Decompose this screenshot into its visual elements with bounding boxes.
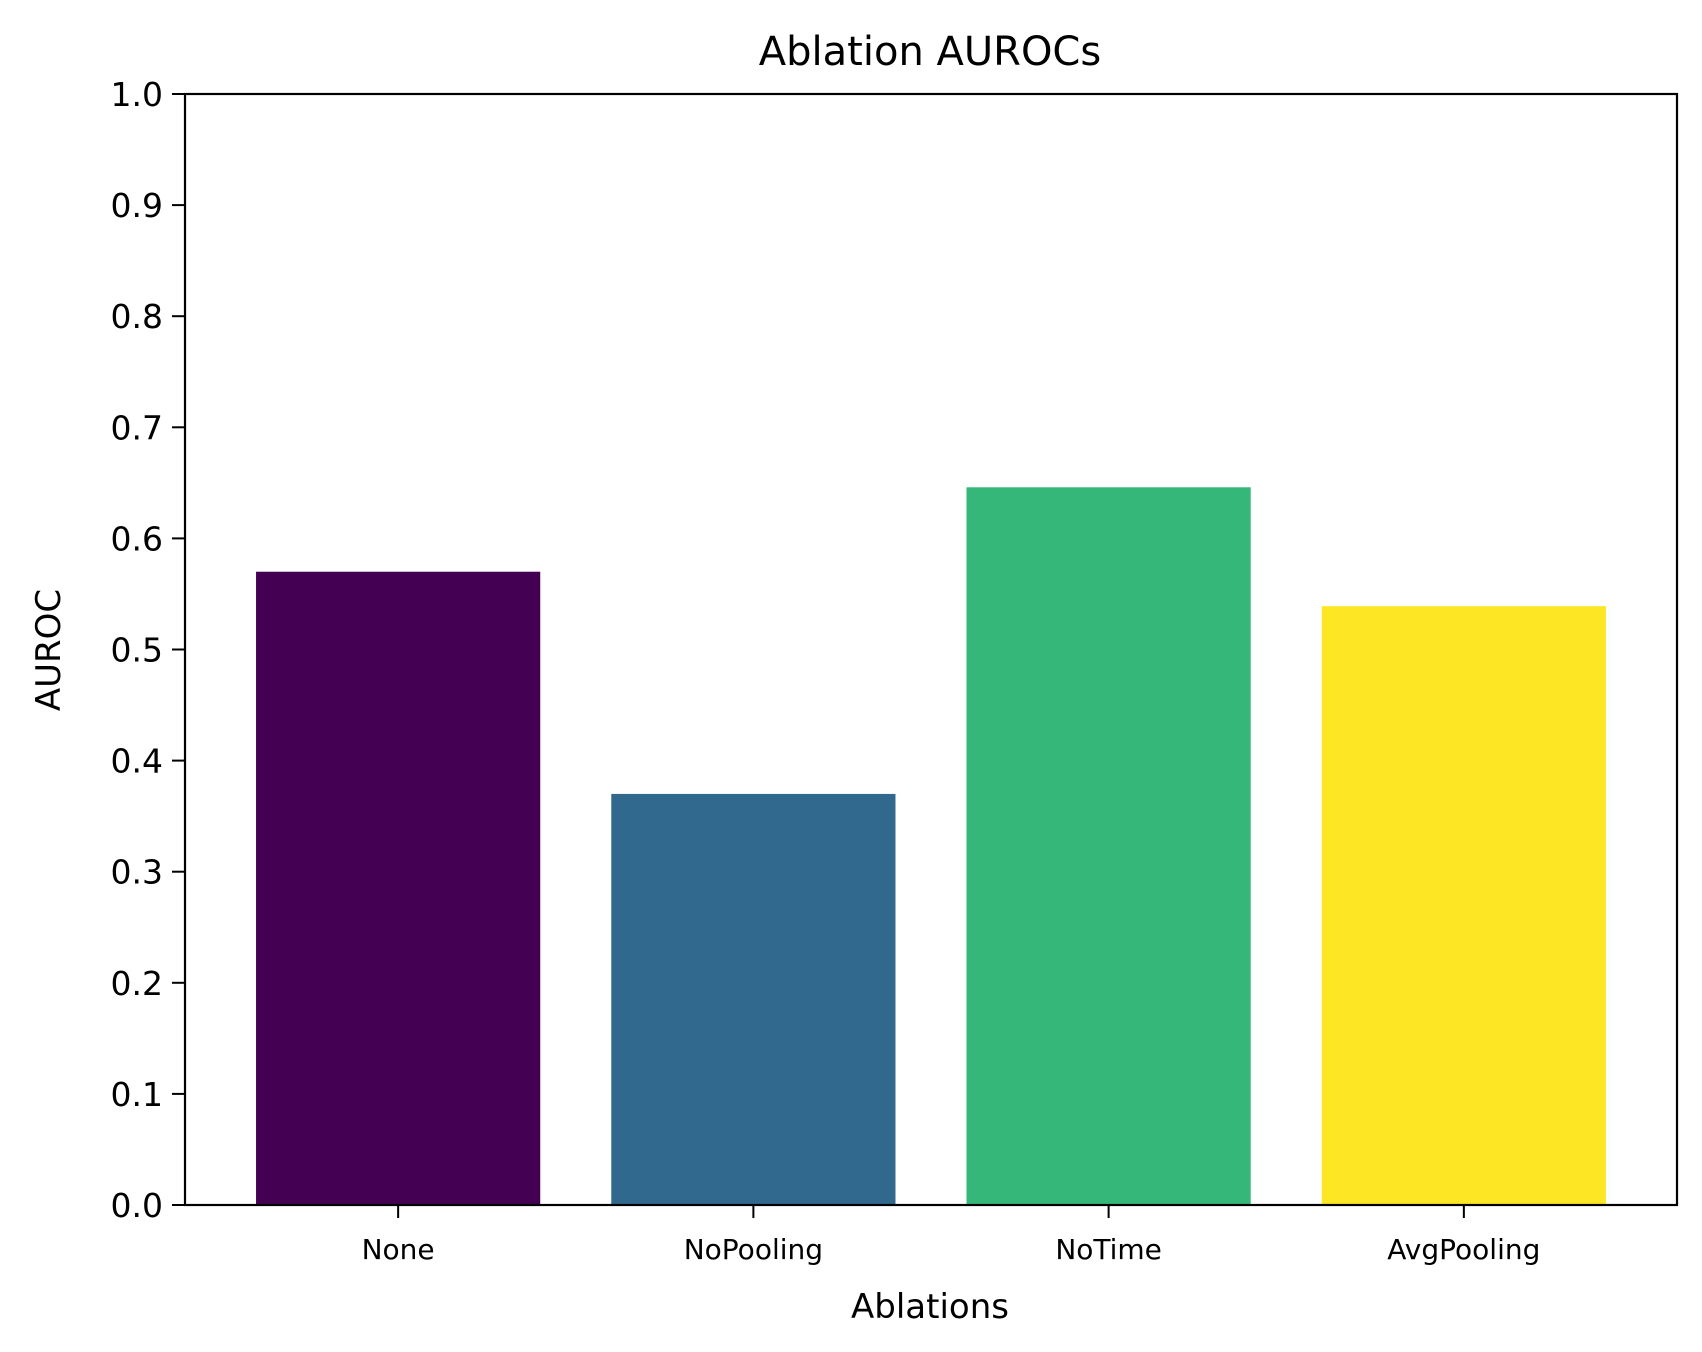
chart-title: Ablation AUROCs — [759, 29, 1101, 75]
x-tick-label: NoTime — [1055, 1233, 1162, 1266]
y-tick-label: 0.3 — [111, 853, 163, 892]
bar-notime — [966, 487, 1251, 1205]
y-tick-label: 0.1 — [111, 1075, 163, 1114]
x-axis-ticks: None NoPooling NoTime AvgPooling — [362, 1205, 1540, 1266]
bar-nopooling — [611, 793, 896, 1205]
y-tick-label: 0.6 — [111, 519, 163, 558]
y-tick-label: 0.0 — [111, 1186, 163, 1225]
x-axis-label: Ablations — [851, 1287, 1009, 1327]
y-axis-label: AUROC — [29, 589, 69, 711]
x-tick-label: AvgPooling — [1387, 1233, 1540, 1266]
y-tick-label: 1.0 — [111, 75, 163, 114]
y-tick-label: 0.4 — [111, 742, 163, 781]
bar-avgpooling — [1321, 606, 1606, 1205]
y-axis-ticks: 0.0 0.1 0.2 0.3 0.4 0.5 0.6 0.7 0.8 0.9 1.0 — [111, 75, 185, 1225]
y-tick-label: 0.5 — [111, 631, 163, 670]
y-tick-label: 0.2 — [111, 964, 163, 1003]
x-tick-label: None — [362, 1233, 435, 1266]
y-tick-label: 0.8 — [111, 297, 163, 336]
plot-area-frame — [183, 92, 1679, 1207]
bars-layer — [256, 487, 1606, 1205]
y-tick-label: 0.9 — [111, 186, 163, 225]
y-tick-label: 0.7 — [111, 408, 163, 447]
bar-none — [256, 571, 541, 1205]
x-tick-label: NoPooling — [684, 1233, 823, 1266]
